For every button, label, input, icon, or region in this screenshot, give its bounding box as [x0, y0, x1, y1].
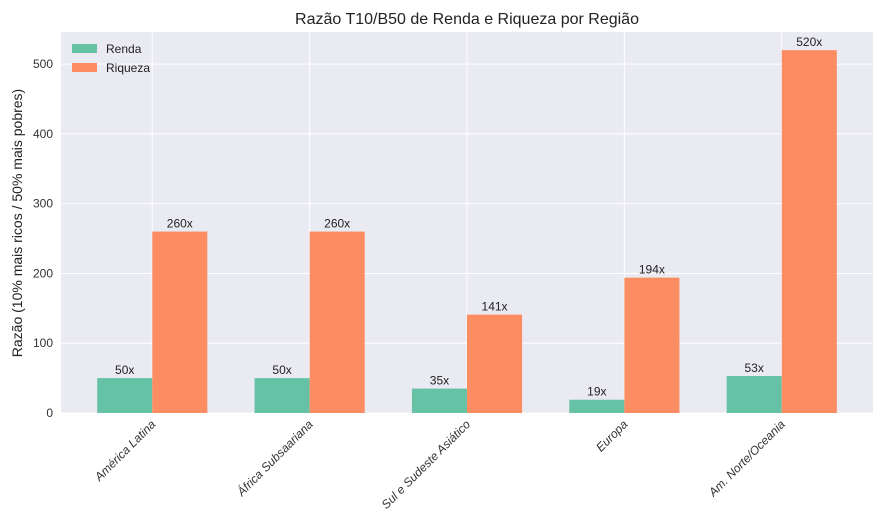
y-tick-label: 100 — [33, 336, 53, 350]
bar-riqueza — [781, 50, 837, 414]
legend-swatch-renda — [72, 44, 97, 53]
data-label: 50x — [115, 363, 134, 377]
x-tick-label: Am. Norte/Oceania — [705, 417, 788, 500]
legend-label-renda: Renda — [106, 42, 142, 56]
chart-title: Razão T10/B50 de Renda e Riqueza por Reg… — [295, 11, 639, 28]
x-tick-label: América Latina — [91, 417, 158, 484]
legend-swatch-riqueza — [72, 63, 97, 72]
y-tick-label: 500 — [33, 57, 53, 71]
bar-riqueza — [624, 277, 680, 413]
y-axis-label: Razão (10% mais ricos / 50% mais pobres) — [9, 89, 25, 357]
data-label: 53x — [745, 361, 764, 375]
data-label: 520x — [796, 35, 822, 49]
legend: Renda Riqueza — [72, 42, 150, 75]
bar-riqueza — [152, 231, 208, 413]
y-tick-label: 400 — [33, 127, 53, 141]
data-label: 194x — [639, 263, 665, 277]
bar-renda — [726, 376, 782, 413]
bar-renda — [569, 399, 625, 413]
y-tick-label: 200 — [33, 266, 53, 280]
bar-renda — [97, 378, 153, 413]
data-label: 35x — [430, 374, 449, 388]
y-tick-label: 300 — [33, 197, 53, 211]
bar-riqueza — [309, 231, 365, 413]
data-label: 260x — [167, 217, 193, 231]
y-tick-label: 0 — [46, 406, 53, 420]
bar-riqueza — [467, 314, 523, 413]
legend-label-riqueza: Riqueza — [106, 61, 150, 75]
data-label: 19x — [587, 385, 606, 399]
data-label: 260x — [324, 217, 350, 231]
data-label: 50x — [272, 363, 291, 377]
x-tick-label: Sul e Sudeste Asiático — [379, 417, 474, 512]
bar-renda — [411, 388, 467, 413]
x-tick-label: Europa — [593, 417, 630, 454]
bar-renda — [254, 378, 310, 413]
x-tick-label: África Subsaariana — [233, 416, 316, 499]
data-label: 141x — [482, 300, 508, 314]
